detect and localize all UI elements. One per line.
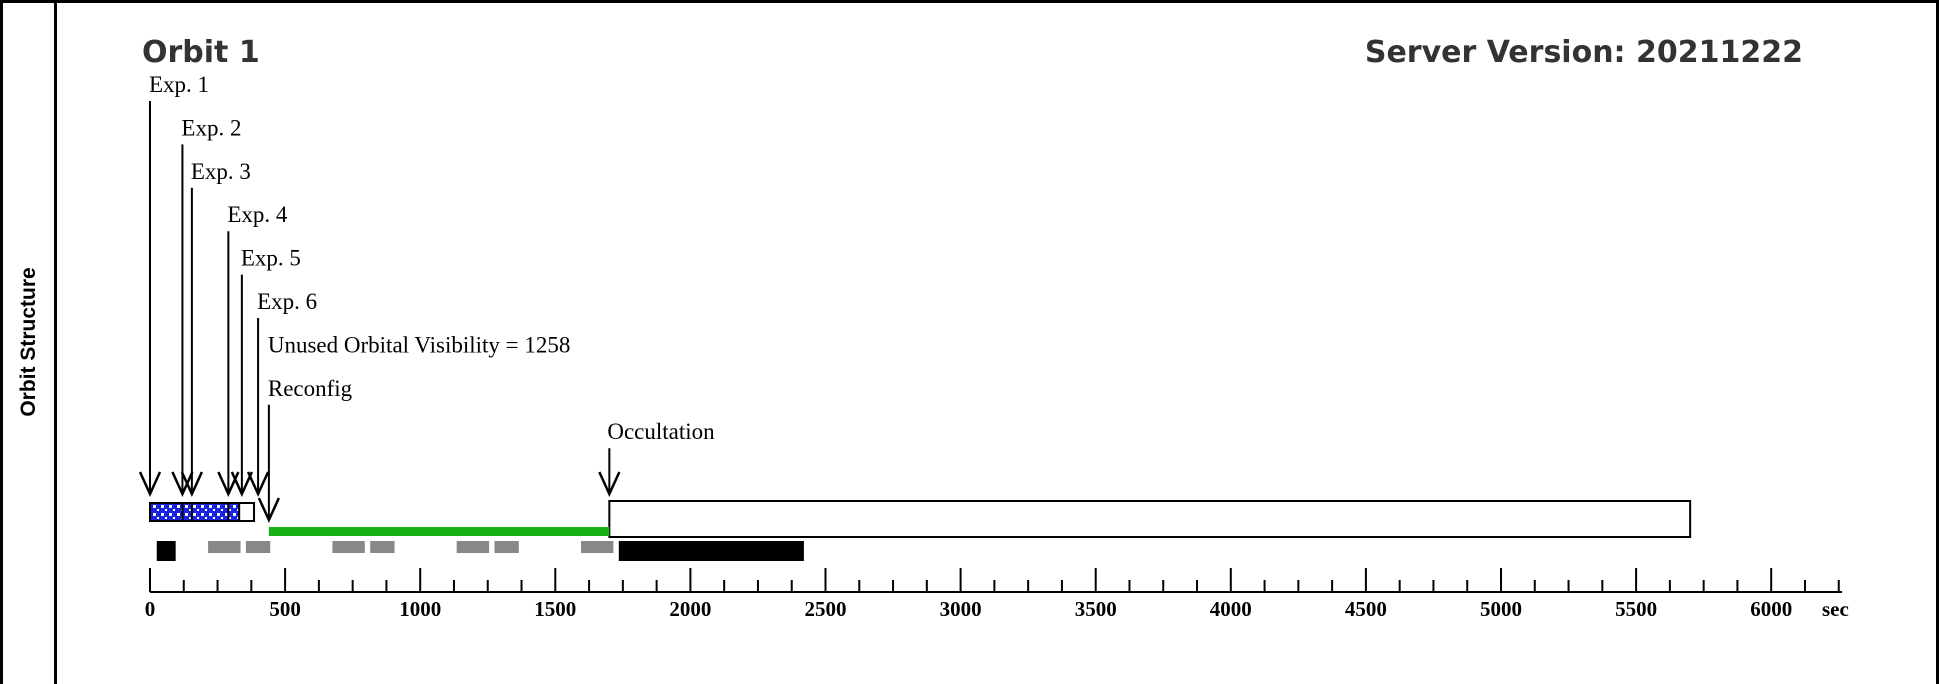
annotation-arrowhead-reconfig: [257, 497, 281, 524]
annotation-label-exp-5: Exp. 5: [241, 246, 301, 271]
exposure-block-2: [181, 502, 193, 522]
timeline-blocks: [149, 500, 1692, 538]
exposure-block-4: [227, 502, 241, 522]
lower-bar-1: [156, 541, 176, 561]
axis-tick-label-3500: 3500: [1075, 597, 1117, 621]
unused-visibility-bar: [268, 527, 610, 536]
lower-bar-9: [618, 541, 804, 561]
annotation-label-exp-6: Exp. 6: [257, 289, 317, 314]
time-axis: 0 500 1000 1500 2000 2500 3000 3500 4000 4500 5000…: [145, 568, 1849, 621]
exposure-block-3: [190, 502, 230, 522]
axis-tick-label-6000: 6000: [1750, 597, 1792, 621]
side-panel: Orbit Structure: [0, 0, 57, 684]
axis-tick-label-1000: 1000: [399, 597, 441, 621]
axis-tick-label-3000: 3000: [940, 597, 982, 621]
lower-bar-8: [580, 541, 614, 553]
lower-bar-2: [208, 541, 241, 553]
lower-bars: [156, 541, 804, 561]
axis-tick-label-2500: 2500: [805, 597, 847, 621]
annotation-label-exp-4: Exp. 4: [227, 202, 288, 227]
annotation-label-occultation: Occultation: [607, 419, 715, 444]
axis-tick-label-4500: 4500: [1345, 597, 1387, 621]
annotation-arrowhead-exp-5: [230, 471, 254, 498]
axis-unit-label: sec: [1822, 597, 1849, 621]
axis-tick-label-1500: 1500: [534, 597, 576, 621]
exposure-block-5: [238, 502, 256, 522]
axis-tick-label-5500: 5500: [1615, 597, 1657, 621]
annotation-arrowhead-exp-6: [246, 471, 270, 498]
lower-bar-5: [370, 541, 395, 553]
server-version: Server Version: 20211222: [1365, 35, 1803, 70]
exposure-block-1: [149, 502, 184, 522]
axis-tick-label-2000: 2000: [669, 597, 711, 621]
axis-tick-label-0: 0: [145, 597, 156, 621]
axis-tick-label-5000: 5000: [1480, 597, 1522, 621]
annotation-label-exp-1: Exp. 1: [149, 72, 209, 97]
lower-bar-3: [245, 541, 271, 553]
annotations: Exp. 1 Exp. 2 Exp. 3 Exp. 4 Exp. 5 Exp. 6 Unus…: [138, 72, 715, 524]
annotation-arrowhead-exp-2: [171, 471, 194, 498]
occultation-block: [608, 500, 1692, 538]
lower-bar-7: [494, 541, 519, 553]
annotation-arrowhead-exp-1: [138, 471, 162, 498]
orbit-title: Orbit 1: [142, 35, 260, 70]
annotation-arrowhead-exp-3: [180, 471, 204, 498]
annotation-arrowhead-occultation: [598, 471, 621, 498]
annotation-label-exp-2: Exp. 2: [181, 115, 241, 140]
lower-bar-4: [332, 541, 365, 553]
annotation-label-exp-3: Exp. 3: [191, 159, 251, 184]
annotation-label-reconfig: Reconfig: [268, 376, 353, 401]
axis-tick-label-500: 500: [269, 597, 301, 621]
annotation-label-unused-orbital-visibility-1258: Unused Orbital Visibility = 1258: [268, 332, 571, 357]
axis-tick-label-4000: 4000: [1210, 597, 1252, 621]
lower-bar-6: [456, 541, 490, 553]
